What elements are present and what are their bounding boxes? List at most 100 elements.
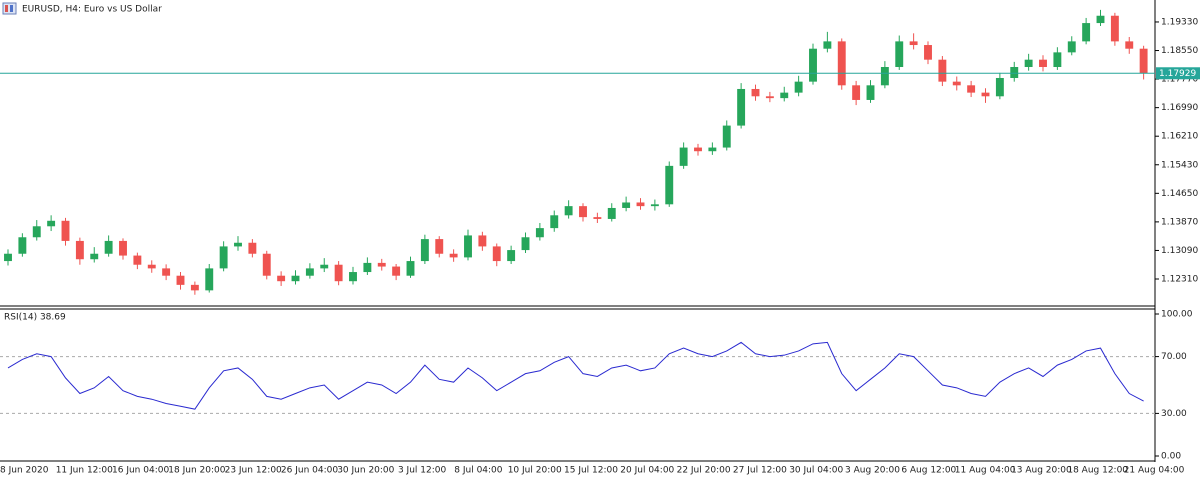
x-tick-label: 8 Jun 2020 — [0, 466, 49, 476]
x-tick-label: 30 Jun 20:00 — [337, 466, 394, 476]
candle-body — [909, 41, 918, 46]
candle-body — [722, 125, 731, 148]
candle-body — [147, 264, 156, 269]
y-tick-label: 1.18550 — [1161, 46, 1198, 56]
candle-body — [1039, 59, 1047, 68]
candle-body — [277, 275, 286, 282]
x-tick-label: 30 Jul 04:00 — [789, 466, 843, 476]
candle-body — [636, 202, 645, 207]
candle-body — [708, 147, 717, 152]
price-tag-label: 1.17929 — [1159, 69, 1196, 79]
candle-body — [334, 264, 343, 282]
candle-body — [162, 268, 171, 276]
candle-body — [938, 59, 947, 82]
candle-body — [435, 239, 444, 254]
candle-body — [90, 253, 99, 260]
x-tick-label: 10 Jul 20:00 — [508, 466, 562, 476]
icon-bar — [5, 5, 8, 12]
candle-body — [694, 147, 702, 152]
x-tick-label: 18 Aug 12:00 — [1067, 466, 1128, 476]
candle-body — [507, 250, 516, 262]
candle-body — [967, 85, 976, 93]
candle-body — [579, 206, 587, 218]
x-tick-label: 27 Jul 12:00 — [733, 466, 787, 476]
y-tick-label: 1.16990 — [1161, 103, 1198, 113]
candle-body — [262, 253, 271, 276]
y-tick-label: 1.19330 — [1161, 17, 1198, 27]
x-tick-label: 11 Jun 12:00 — [56, 466, 113, 476]
candle-body — [1024, 59, 1033, 68]
candle-body — [607, 207, 616, 219]
candle-body — [852, 85, 861, 100]
y-tick-label: 30.00 — [1161, 409, 1187, 419]
candle-body — [492, 246, 501, 262]
candle-body — [1125, 41, 1134, 49]
y-tick-label: 1.16210 — [1161, 132, 1198, 142]
candle-body — [4, 253, 12, 262]
candle-body — [1139, 48, 1148, 74]
x-tick-label: 21 Aug 04:00 — [1124, 466, 1185, 476]
candle-body — [18, 237, 27, 254]
candle-body — [622, 202, 631, 208]
candle-body — [1096, 15, 1105, 24]
candle-body — [449, 253, 458, 258]
candle-body — [32, 226, 41, 238]
candle-body — [119, 240, 127, 256]
x-tick-label: 8 Jul 04:00 — [454, 466, 503, 476]
candle-body — [895, 41, 904, 68]
candle-body — [205, 268, 214, 291]
rsi-line — [7, 341, 1144, 410]
x-tick-label: 20 Jul 04:00 — [620, 466, 674, 476]
candle-body — [765, 96, 774, 99]
candle-body — [478, 235, 487, 247]
candle-body — [1010, 67, 1019, 78]
icon-frame — [2, 2, 17, 15]
x-tick-label: 26 Jun 04:00 — [281, 466, 338, 476]
candle-body — [176, 275, 185, 285]
candle-body — [190, 284, 199, 291]
candle-body — [823, 41, 832, 49]
x-tick-label: 11 Aug 04:00 — [955, 466, 1016, 476]
y-tick-label: 1.13090 — [1161, 246, 1198, 256]
y-tick-label: 70.00 — [1161, 352, 1187, 362]
candle-body — [981, 92, 990, 97]
candle-body — [248, 242, 257, 254]
candle-body — [349, 272, 357, 282]
candle-body — [464, 235, 472, 258]
candle-body — [924, 45, 932, 60]
y-tick-label: 1.14650 — [1161, 189, 1198, 199]
candle-body — [1053, 52, 1062, 68]
symbol-icon — [2, 2, 17, 15]
y-tick-label: 1.15430 — [1161, 160, 1198, 170]
candle-body — [420, 239, 429, 262]
candle-body — [377, 262, 386, 267]
indicator-label: RSI(14) 38.69 — [4, 313, 66, 323]
candle-body — [737, 88, 746, 126]
candle-body — [363, 262, 372, 273]
y-tick-label: 1.13870 — [1161, 217, 1198, 227]
candle-body — [679, 147, 688, 166]
candle-body — [866, 85, 875, 100]
candle-body — [837, 41, 846, 86]
candle-body — [564, 206, 573, 216]
candle-body — [392, 266, 401, 276]
y-tick-label: 0.00 — [1161, 452, 1181, 462]
candle-body — [809, 48, 817, 82]
candle-body — [535, 228, 544, 238]
candle-body — [995, 77, 1004, 97]
candle-body — [880, 67, 889, 86]
candle-body — [780, 92, 789, 99]
candle-body — [1067, 41, 1076, 53]
x-tick-label: 15 Jul 12:00 — [564, 466, 618, 476]
y-tick-label: 100.00 — [1161, 310, 1193, 320]
candle-body — [593, 217, 602, 219]
chart-title: EURUSD, H4: Euro vs US Dollar — [22, 5, 162, 15]
y-tick-label: 1.17770 — [1161, 75, 1198, 85]
candle-body — [550, 215, 559, 229]
candle-body — [1110, 15, 1119, 42]
candle-body — [75, 240, 84, 260]
candle-body — [650, 204, 659, 207]
icon-bar — [10, 5, 13, 12]
candle-body — [521, 237, 530, 251]
